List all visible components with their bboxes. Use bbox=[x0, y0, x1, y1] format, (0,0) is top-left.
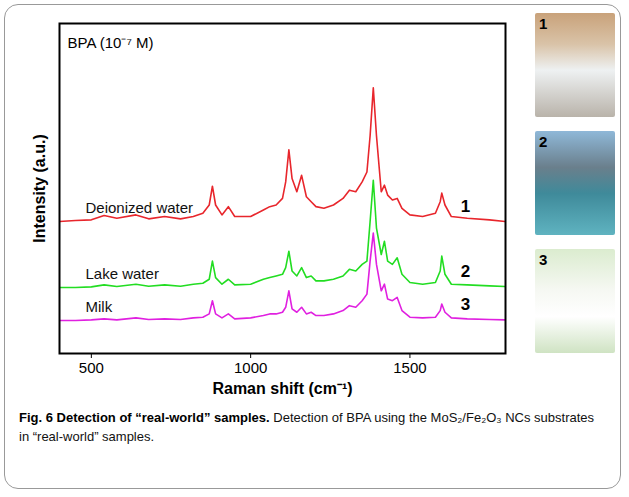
svg-text:3: 3 bbox=[461, 295, 470, 314]
svg-text:Raman shift (cm⁻¹): Raman shift (cm⁻¹) bbox=[212, 380, 352, 397]
svg-text:1: 1 bbox=[461, 197, 470, 216]
html-text:Fig. 6 Detection of “real-worl: Fig. 6 Detection of “real-world” samples… bbox=[19, 410, 595, 444]
html-text:1: 1 bbox=[539, 15, 548, 32]
svg-text:Intensity (a.u.): Intensity (a.u.) bbox=[31, 134, 48, 242]
svg-text:Deionized water: Deionized water bbox=[86, 199, 194, 216]
svg-text:Milk: Milk bbox=[86, 298, 113, 315]
svg-text:BPA (10⁻⁷ M): BPA (10⁻⁷ M) bbox=[68, 34, 154, 51]
svg-text:1500: 1500 bbox=[393, 359, 426, 376]
html-text:2: 2 bbox=[539, 133, 548, 150]
svg-text:Lake water: Lake water bbox=[86, 265, 159, 282]
svg-text:2: 2 bbox=[461, 262, 470, 281]
svg-text:1000: 1000 bbox=[234, 359, 267, 376]
svg-text:500: 500 bbox=[79, 359, 104, 376]
html-text:3: 3 bbox=[539, 251, 548, 268]
